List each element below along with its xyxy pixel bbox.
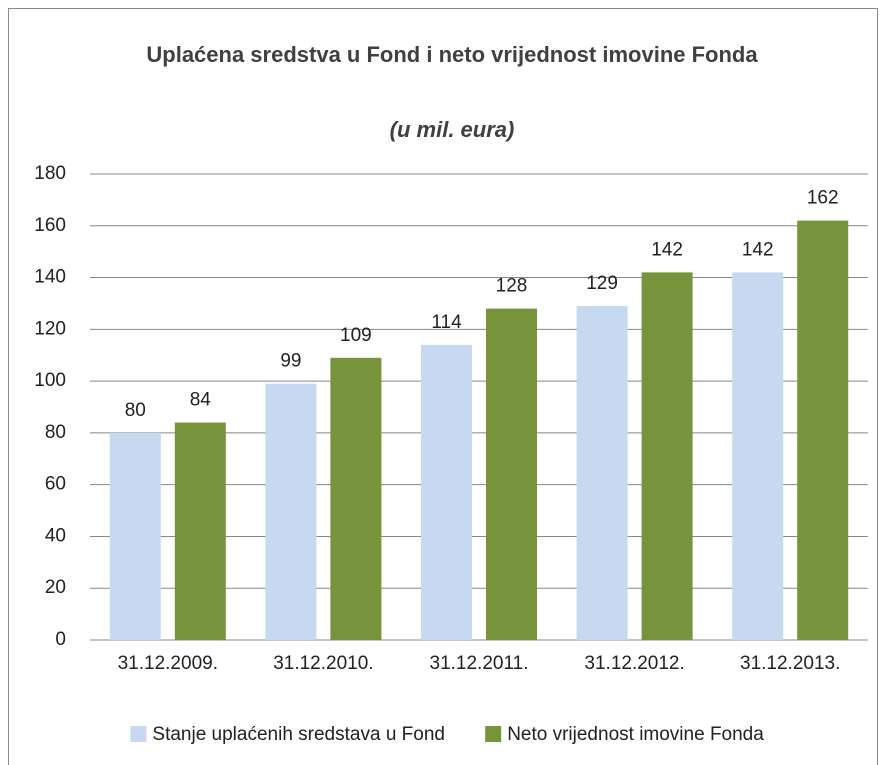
y-tick-label: 60 xyxy=(45,474,66,495)
data-label: 142 xyxy=(651,239,683,260)
chart-border xyxy=(8,8,878,765)
data-label: 114 xyxy=(431,312,462,333)
bar xyxy=(576,306,628,640)
y-tick-label: 100 xyxy=(34,370,66,391)
legend-label: Stanje uplaćenih sredstava u Fond xyxy=(152,724,445,745)
legend-swatch xyxy=(485,726,502,742)
data-label: 109 xyxy=(340,325,372,346)
y-tick-label: 0 xyxy=(55,629,66,650)
x-tick-label: 31.12.2012. xyxy=(584,653,684,674)
data-label: 84 xyxy=(190,390,212,411)
bar xyxy=(486,308,537,640)
data-label: 99 xyxy=(280,351,301,372)
legend-swatch xyxy=(130,726,147,742)
data-label: 80 xyxy=(125,400,146,421)
data-label: 128 xyxy=(496,276,528,297)
data-label: 129 xyxy=(586,273,618,294)
bar xyxy=(109,432,161,640)
y-tick-label: 80 xyxy=(45,422,66,443)
data-label: 162 xyxy=(807,188,839,209)
y-tick-label: 20 xyxy=(45,577,66,598)
bar xyxy=(797,220,849,640)
bar xyxy=(174,422,226,640)
y-tick-label: 160 xyxy=(34,215,66,236)
chart-title: Uplaćena sredstva u Fond i neto vrijedno… xyxy=(146,42,758,67)
data-label: 142 xyxy=(742,239,774,260)
legend-label: Neto vrijednost imovine Fonda xyxy=(507,724,764,745)
bar xyxy=(330,357,382,640)
bar xyxy=(732,272,784,640)
x-tick-label: 31.12.2013. xyxy=(740,653,840,674)
y-tick-label: 40 xyxy=(45,525,66,546)
y-tick-label: 180 xyxy=(34,163,66,184)
y-tick-label: 120 xyxy=(34,318,66,339)
y-tick-label: 140 xyxy=(34,267,66,288)
bar xyxy=(641,272,693,640)
x-tick-label: 31.12.2009. xyxy=(118,653,218,674)
x-tick-label: 31.12.2010. xyxy=(273,653,373,674)
chart-subtitle: (u mil. eura) xyxy=(389,117,515,142)
bar xyxy=(265,383,317,640)
x-tick-label: 31.12.2011. xyxy=(430,653,529,674)
bar xyxy=(421,344,472,640)
